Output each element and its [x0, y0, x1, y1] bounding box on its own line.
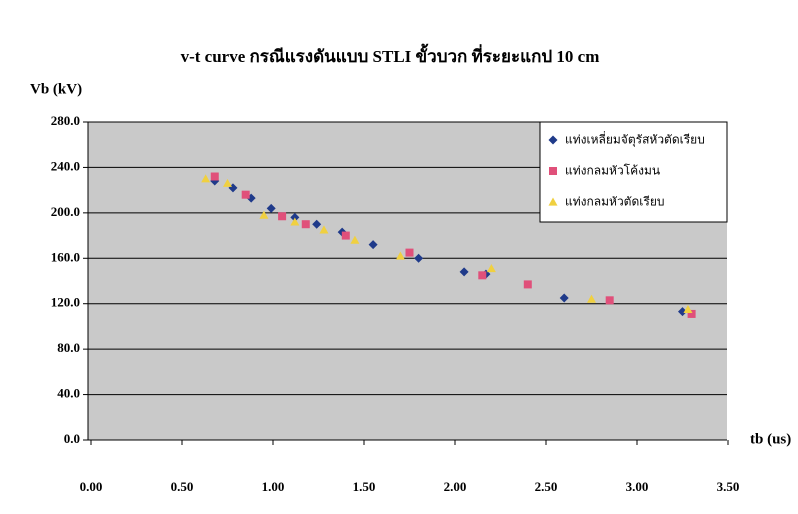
x-tick-label: 3.50 — [717, 479, 740, 494]
x-tick-label: 3.00 — [626, 479, 649, 494]
point — [341, 231, 350, 240]
x-tick-label: 1.00 — [262, 479, 285, 494]
point — [241, 190, 250, 199]
y-tick-label: 0.0 — [64, 431, 80, 446]
point — [523, 280, 532, 289]
point — [486, 264, 496, 273]
chart-title: v-t curve กรณีแรงดันแบบ STLI ขั้วบวก ที่… — [181, 43, 600, 66]
point — [395, 251, 405, 260]
y-tick-label: 120.0 — [51, 295, 80, 310]
point — [549, 167, 557, 175]
point — [548, 197, 558, 206]
x-axis-label: tb (us) — [750, 431, 791, 447]
legend: แท่งเหลี่ยมจัตุรัสหัวตัดเรียบแท่งกลมหัวโ… — [539, 121, 728, 223]
point — [587, 294, 596, 303]
point — [414, 253, 424, 263]
point — [290, 212, 300, 222]
point — [259, 210, 269, 219]
point — [266, 203, 276, 213]
y-tick-label: 80.0 — [57, 340, 80, 355]
legend-box — [539, 121, 728, 223]
y-tick-label: 240.0 — [51, 158, 80, 173]
x-tick-label: 0.50 — [171, 479, 194, 494]
y-tick-label: 280.0 — [51, 113, 80, 128]
point — [368, 240, 378, 250]
legend-label: แท่งกลมหัวตัดเรียบ — [565, 195, 664, 209]
x-tick-label: 1.50 — [353, 479, 376, 494]
point — [687, 309, 696, 318]
point — [678, 307, 687, 317]
point — [312, 219, 322, 229]
point — [210, 172, 219, 181]
y-tick-label: 40.0 — [57, 386, 80, 401]
x-tick-label: 2.50 — [535, 479, 558, 494]
point — [319, 225, 329, 234]
point — [478, 271, 487, 280]
point — [201, 174, 211, 183]
point — [605, 296, 614, 305]
legend-label: แท่งกลมหัวโค้งมน — [565, 164, 660, 178]
point — [223, 178, 232, 187]
point — [459, 267, 469, 277]
point — [350, 235, 360, 244]
x-tick-label: 2.00 — [444, 479, 467, 494]
x-tick-label: 0.00 — [80, 479, 103, 494]
y-axis-label: Vb (kV) — [30, 81, 82, 97]
y-tick-label: 200.0 — [51, 204, 80, 219]
point — [405, 248, 414, 257]
point — [559, 293, 569, 303]
point — [290, 217, 300, 226]
point — [301, 220, 310, 229]
y-tick-label: 160.0 — [51, 249, 80, 264]
point — [548, 135, 558, 145]
legend-label: แท่งเหลี่ยมจัตุรัสหัวตัดเรียบ — [565, 131, 705, 148]
point — [278, 212, 287, 221]
point — [683, 304, 693, 313]
